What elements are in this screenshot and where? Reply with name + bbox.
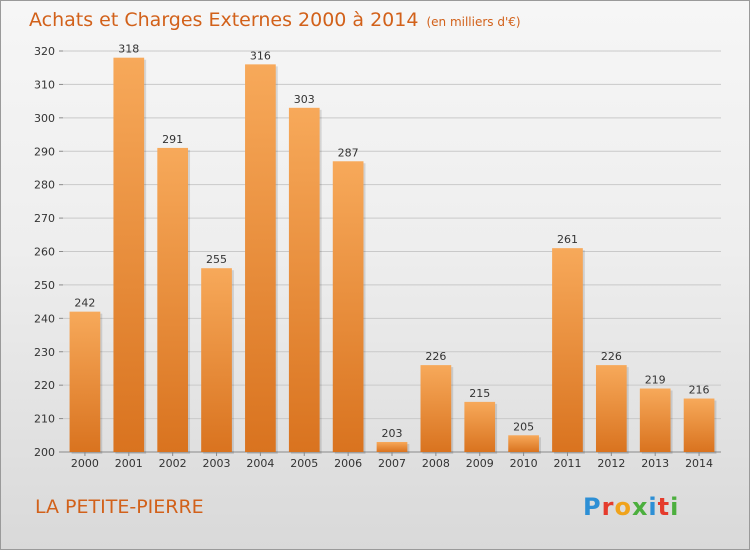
x-tick-label: 2003 bbox=[203, 457, 231, 470]
x-tick-label: 2009 bbox=[466, 457, 494, 470]
x-tick-label: 2002 bbox=[159, 457, 187, 470]
bar bbox=[157, 147, 189, 453]
chart-subtitle: (en milliers d'€) bbox=[426, 15, 521, 29]
bar bbox=[464, 401, 496, 452]
data-label: 216 bbox=[689, 384, 710, 397]
bars bbox=[69, 57, 717, 455]
bar bbox=[552, 248, 583, 452]
bar bbox=[288, 107, 320, 452]
x-tick-label: 2014 bbox=[685, 457, 713, 470]
bar bbox=[376, 441, 408, 452]
y-tick-label: 310 bbox=[34, 78, 55, 91]
y-tick-label: 320 bbox=[34, 45, 55, 58]
data-label: 261 bbox=[557, 233, 578, 246]
proxiti-logo: Proxiti bbox=[583, 493, 680, 521]
bar bbox=[201, 268, 232, 452]
data-label: 291 bbox=[162, 133, 183, 146]
bar bbox=[420, 365, 452, 452]
data-label: 215 bbox=[469, 387, 490, 400]
y-tick-label: 250 bbox=[34, 279, 55, 292]
bar bbox=[113, 57, 145, 452]
data-labels: 242 318 291 255 316 303 287 203 226 215 205 261 226 2… bbox=[74, 43, 709, 440]
x-tick-label: 2005 bbox=[290, 457, 318, 470]
data-label: 287 bbox=[338, 146, 359, 159]
data-label: 316 bbox=[250, 49, 271, 62]
bar bbox=[69, 311, 101, 452]
data-label: 203 bbox=[382, 427, 403, 440]
data-label: 226 bbox=[601, 350, 622, 363]
data-label: 226 bbox=[425, 350, 446, 363]
data-label: 303 bbox=[294, 93, 315, 106]
x-tick-label: 2008 bbox=[422, 457, 450, 470]
y-tick-label: 220 bbox=[34, 379, 55, 392]
data-label: 219 bbox=[645, 374, 666, 387]
y-tick-label: 230 bbox=[34, 346, 55, 359]
y-tick-label: 260 bbox=[34, 246, 55, 259]
y-axis-ticks: 200 210 220 230 240 250 260 270 280 290 300 310 320 bbox=[34, 45, 63, 459]
bar bbox=[508, 435, 539, 452]
y-tick-label: 290 bbox=[34, 145, 55, 158]
data-label: 242 bbox=[74, 297, 95, 310]
bar bbox=[595, 365, 627, 452]
chart-title: Achats et Charges Externes 2000 à 2014 bbox=[29, 9, 419, 31]
x-tick-label: 2013 bbox=[641, 457, 669, 470]
x-tick-label: 2011 bbox=[553, 457, 581, 470]
data-label: 205 bbox=[513, 420, 534, 433]
y-tick-label: 200 bbox=[34, 446, 55, 459]
data-label: 318 bbox=[118, 43, 139, 56]
x-axis-labels: 2000 2001 2002 2003 2004 2005 2006 2007 2008 2009… bbox=[71, 452, 713, 470]
bar bbox=[683, 398, 715, 452]
bar bbox=[332, 161, 364, 452]
chart-header: Achats et Charges Externes 2000 à 2014 (e… bbox=[29, 9, 521, 31]
x-tick-label: 2006 bbox=[334, 457, 362, 470]
bar bbox=[639, 388, 671, 452]
x-tick-label: 2004 bbox=[246, 457, 274, 470]
bar bbox=[245, 64, 276, 452]
y-tick-label: 280 bbox=[34, 179, 55, 192]
commune-name: LA PETITE-PIERRE bbox=[35, 496, 204, 518]
y-tick-label: 300 bbox=[34, 112, 55, 125]
y-tick-label: 210 bbox=[34, 413, 55, 426]
y-tick-label: 270 bbox=[34, 212, 55, 225]
x-tick-label: 2001 bbox=[115, 457, 143, 470]
x-tick-label: 2010 bbox=[510, 457, 538, 470]
x-tick-label: 2012 bbox=[597, 457, 625, 470]
x-tick-label: 2007 bbox=[378, 457, 406, 470]
y-tick-label: 240 bbox=[34, 312, 55, 325]
x-tick-label: 2000 bbox=[71, 457, 99, 470]
data-label: 255 bbox=[206, 253, 227, 266]
